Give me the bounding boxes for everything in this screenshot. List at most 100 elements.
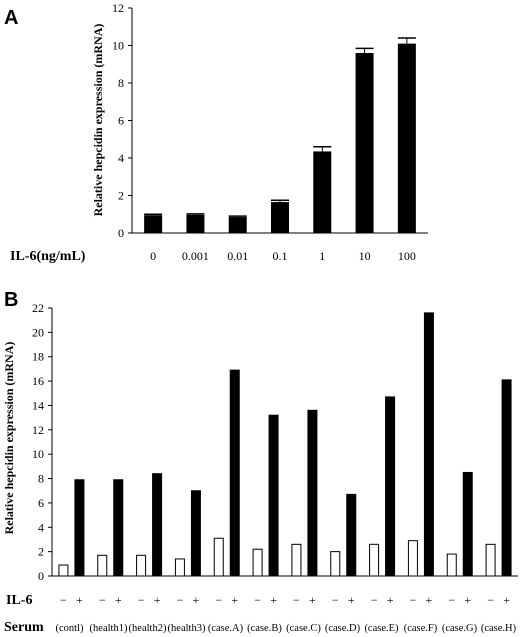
panel-b-y-axis-label: Relative hepcidin expression (mRNA) [2,342,16,535]
panel-b-il6-minus-mark: − [332,593,339,607]
panel-b-bar-minus [485,543,496,577]
panel-b-serum-labels: (contl) (health1) (health2) (health3) (case.… [56,623,517,634]
panel-b-serum-label: (case.D) [325,623,361,634]
panel-b-il6-marks: − + − + − + − + − + − + − + − + − + − + − + − + [60,593,510,607]
panel-b-il6-plus-mark: + [76,593,83,607]
panel-b-il6-plus-mark: + [193,593,200,607]
panel-b-il6-minus-mark: − [60,593,67,607]
panel-b-serum-label: (case.A) [208,623,244,634]
panel-b-serum-label: (case.G) [442,623,478,634]
panel-b-il6-plus-mark: + [426,593,433,607]
panel-b-bar-plus [113,479,124,577]
panel-b-il6-plus-mark: + [154,593,161,607]
panel-a-y-tick-label: 10 [112,39,124,53]
panel-b-il6-minus-mark: − [487,593,494,607]
panel-b-y-tick-label: 14 [32,398,44,412]
panel-b-serum-row-label: Serum [4,620,44,635]
panel-a-bar [355,53,374,233]
panel-a-y-axis-label: Relative hepcidin expression (mRNA) [91,24,105,217]
panel-b-bar-plus [501,379,512,577]
panel-b-serum-label: (health3) [168,623,206,634]
panel-a-bar [271,202,289,233]
panel-b-bar-plus [152,473,163,577]
panel-b-bar-plus [190,490,201,577]
panel-a-x-tick-label: 0 [150,249,156,263]
panel-a-x-axis-label: IL-6(ng/mL) [10,249,86,264]
panel-a: A Relative hepcidin expression (mRNA) IL… [4,1,428,264]
panel-b-serum-label: (health1) [90,623,128,634]
panel-b-serum-label: (case.B) [247,623,282,634]
panel-a-x-tick-label: 0.01 [227,249,248,263]
panel-a-y-tick-label: 4 [118,151,124,165]
panel-a-bar [228,217,247,233]
panel-b-bar-minus [136,554,147,577]
panel-b-il6-minus-mark: − [138,593,145,607]
panel-b-y-tick-label: 12 [32,423,44,437]
panel-b-bar-minus [291,543,302,577]
panel-b-bar-minus [252,548,263,577]
panel-b-y-tick-label: 20 [32,325,44,339]
panel-b-letter: B [4,289,18,311]
panel-b: B Relative hepcidin expression (mRNA) 0 2… [2,289,518,635]
panel-b-y-tick-label: 4 [38,520,44,534]
panel-b-bar-plus [423,312,434,577]
panel-b-serum-label: (case.H) [481,623,517,634]
panel-b-il6-plus-mark: + [270,593,277,607]
panel-b-il6-plus-mark: + [503,593,510,607]
panel-a-letter: A [4,7,18,29]
panel-a-bars [144,37,416,233]
panel-a-bar [397,43,416,233]
panel-b-y-tick-label: 2 [38,545,44,559]
panel-b-bar-plus [462,471,473,577]
panel-b-bar-minus [97,554,108,577]
panel-b-bar-plus [74,479,85,577]
panel-b-serum-label: (case.F) [404,623,438,634]
panel-b-bar-plus [307,409,318,577]
panel-b-y-tick-label: 16 [32,374,44,388]
panel-b-y-ticks: 0 2 4 6 8 10 12 14 16 18 20 22 [32,301,52,583]
panel-b-bar-plus [268,414,279,577]
panel-a-x-tick-label: 10 [359,249,371,263]
panel-b-il6-plus-mark: + [309,593,316,607]
panel-a-y-tick-label: 8 [118,76,124,90]
panel-b-bar-plus [346,493,357,577]
panel-b-il6-minus-mark: − [448,593,455,607]
panel-b-bar-minus [174,558,185,577]
panel-a-bar [144,215,163,233]
panel-b-il6-plus-mark: + [115,593,122,607]
panel-b-y-tick-label: 8 [38,472,44,486]
panel-b-il6-minus-mark: − [293,593,300,607]
panel-b-il6-minus-mark: − [99,593,106,607]
panel-a-y-tick-label: 6 [118,114,124,128]
panel-b-bar-plus [385,396,396,577]
panel-a-y-tick-label: 12 [112,1,124,15]
panel-a-y-ticks: 0 2 4 6 8 10 12 [112,1,132,240]
panel-b-serum-label: (health2) [129,623,167,634]
panel-b-il6-minus-mark: − [215,593,222,607]
panel-a-x-tick-label: 100 [398,249,416,263]
panel-b-bar-minus [369,543,380,577]
panel-b-il6-plus-mark: + [387,593,394,607]
panel-b-y-tick-label: 6 [38,496,44,510]
panel-b-bars [58,312,512,577]
panel-a-x-tick-label: 0.1 [273,249,288,263]
panel-b-y-tick-label: 22 [32,301,44,315]
panel-a-y-tick-label: 2 [118,189,124,203]
panel-a-y-tick-label: 0 [118,226,124,240]
panel-b-bar-minus [407,540,418,577]
panel-a-x-tick-label: 0.001 [182,249,209,263]
panel-b-y-tick-label: 0 [38,569,44,583]
panel-b-il6-minus-mark: − [254,593,261,607]
panel-a-x-ticks: 0 0.001 0.01 0.1 1 10 100 [150,249,416,263]
panel-b-il6-row-label: IL-6 [6,593,32,608]
panel-b-serum-label: (case.E) [364,623,399,634]
panel-b-il6-plus-mark: + [348,593,355,607]
panel-b-bar-minus [58,564,69,577]
panel-a-bar [313,151,332,233]
panel-b-il6-plus-mark: + [464,593,471,607]
panel-b-y-tick-label: 18 [32,350,44,364]
panel-b-il6-minus-mark: − [410,593,417,607]
panel-a-x-tick-label: 1 [319,249,325,263]
panel-b-il6-plus-mark: + [231,593,238,607]
